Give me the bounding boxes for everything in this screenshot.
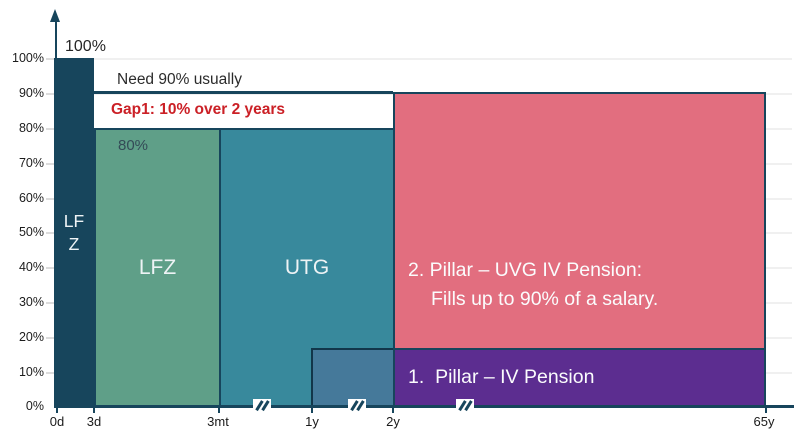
x-tick-label: 0d xyxy=(49,414,65,429)
reference-line-90 xyxy=(94,91,393,94)
annotation-100-percent: 100% xyxy=(65,38,106,55)
y-tick-label: 50% xyxy=(18,225,44,239)
y-tick xyxy=(46,128,55,130)
y-tick-label: 20% xyxy=(18,330,44,344)
x-tick-label: 2y xyxy=(386,414,400,429)
y-tick-label: 100% xyxy=(12,51,44,65)
y-tick xyxy=(46,198,55,200)
y-axis-arrow-icon xyxy=(50,9,60,22)
x-axis-line xyxy=(54,405,794,408)
annotation-gap1: Gap1: 10% over 2 years xyxy=(111,101,286,118)
y-tick-label: 80% xyxy=(18,121,44,135)
bar-uvg-iv-pension: 2. Pillar – UVG IV Pension: Fills up to … xyxy=(393,92,766,348)
y-tick xyxy=(46,302,55,304)
x-tick xyxy=(218,405,220,413)
y-tick-label: 90% xyxy=(18,86,44,100)
bar-iv-pension-overlap xyxy=(311,348,395,407)
bar-iv-pension-label: 1. Pillar – IV Pension xyxy=(408,366,595,388)
y-tick-label: 10% xyxy=(18,365,44,379)
bar-uvg-iv-pension-label: 2. Pillar – UVG IV Pension: Fills up to … xyxy=(408,259,659,311)
x-tick-label: 3mt xyxy=(207,414,229,429)
x-tick-label: 65y xyxy=(753,414,775,429)
annotation-need-90: Need 90% usually xyxy=(117,71,242,88)
y-tick-label: 70% xyxy=(18,156,44,170)
y-tick-label: 40% xyxy=(18,260,44,274)
bar-utg-label: UTG xyxy=(284,255,330,279)
y-tick xyxy=(46,93,55,95)
y-tick xyxy=(46,163,55,165)
x-tick-label: 1y xyxy=(305,414,319,429)
bar-lfz-first-days-label: LF Z xyxy=(63,210,85,254)
x-tick xyxy=(765,405,767,413)
y-tick xyxy=(46,267,55,269)
x-tick xyxy=(93,405,95,413)
axis-break-icon xyxy=(253,399,271,412)
bar-lfz: LFZ xyxy=(94,128,219,407)
x-tick-label: 3d xyxy=(86,414,102,429)
axis-break-icon xyxy=(348,399,366,412)
x-tick xyxy=(56,405,58,413)
y-tick xyxy=(46,232,55,234)
bar-lfz-first-days: LF Z xyxy=(54,58,94,407)
x-tick xyxy=(392,405,394,413)
y-tick xyxy=(46,337,55,339)
y-axis-line xyxy=(54,20,57,407)
y-tick-label: 30% xyxy=(18,295,44,309)
y-tick xyxy=(46,58,55,60)
y-tick-label: 0% xyxy=(25,399,44,413)
bar-iv-pension: 1. Pillar – IV Pension xyxy=(393,348,766,407)
axis-break-icon xyxy=(456,399,474,412)
y-tick xyxy=(46,372,55,374)
bar-lfz-label: LFZ xyxy=(138,255,177,279)
gridline xyxy=(56,58,792,60)
x-tick xyxy=(311,405,313,413)
y-tick-label: 60% xyxy=(18,191,44,205)
annotation-80-percent: 80% xyxy=(118,137,149,154)
